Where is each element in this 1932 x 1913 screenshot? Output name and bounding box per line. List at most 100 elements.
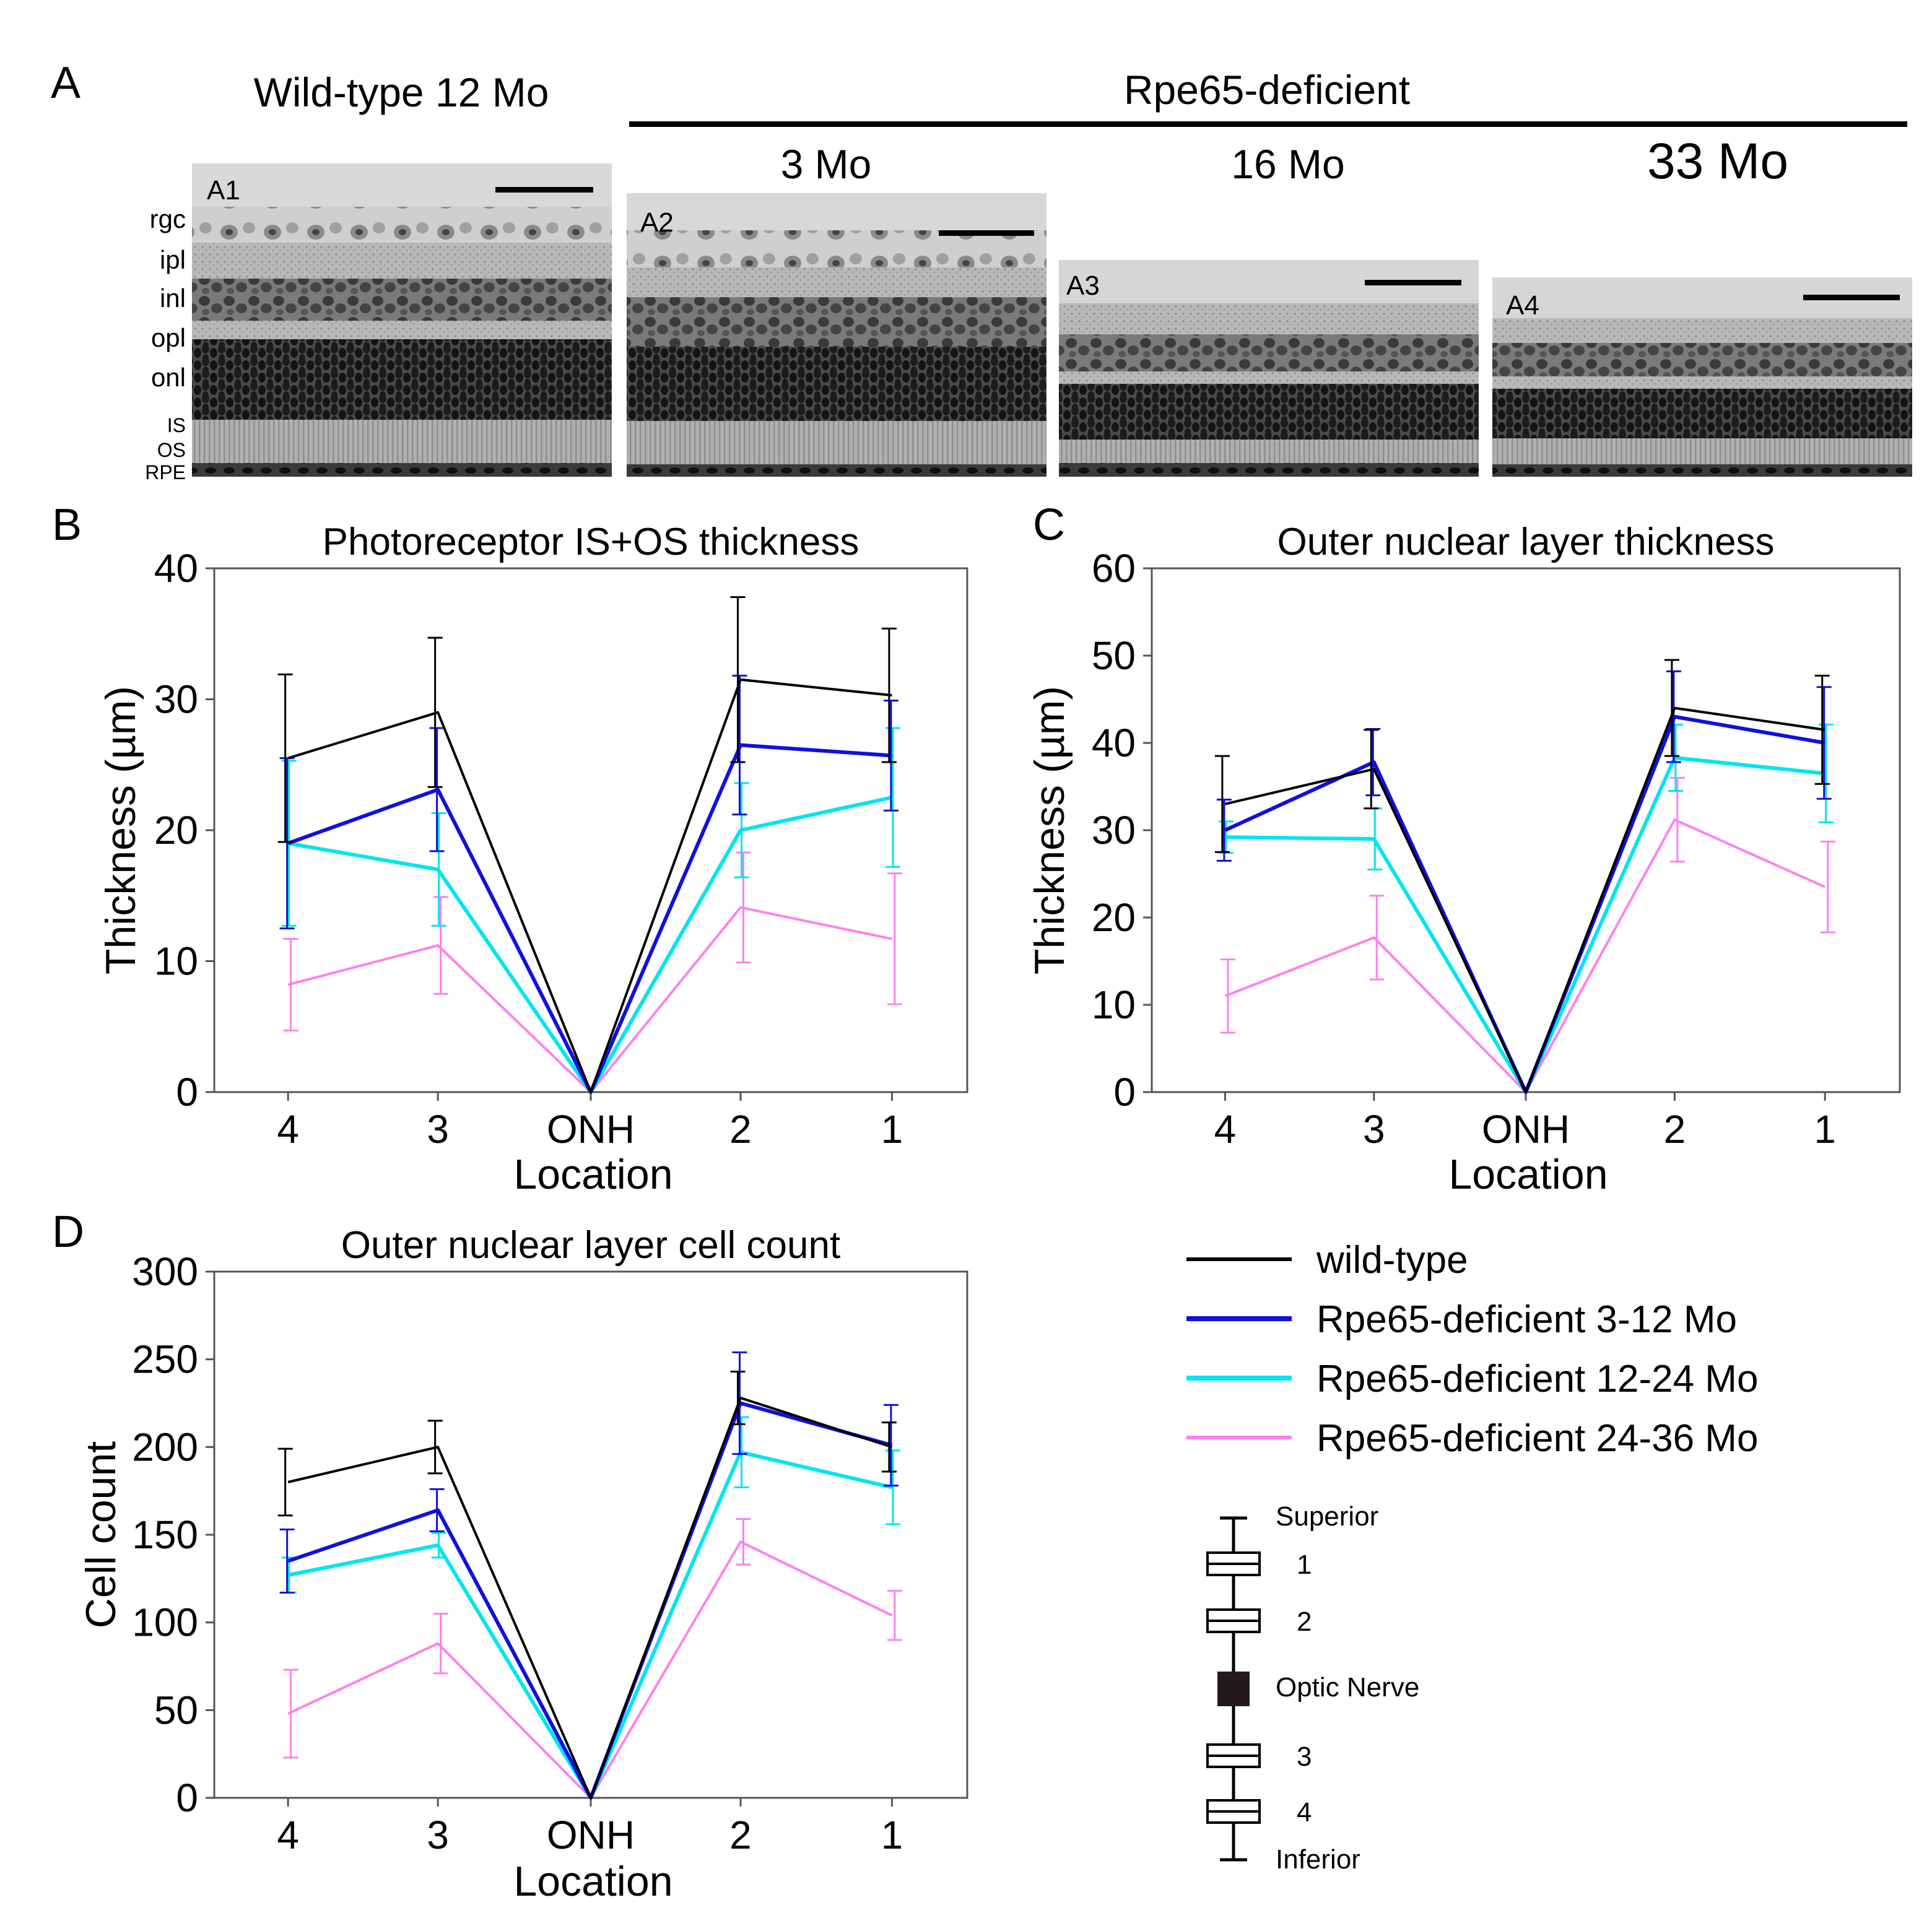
series-rpe-12-24 — [281, 727, 900, 1094]
layer-label-os: OS — [157, 439, 186, 461]
x-axis-label: Location — [513, 1151, 672, 1198]
micrograph-label-a3: A3 — [1066, 271, 1100, 301]
chart-title: Outer nuclear layer thickness — [1277, 521, 1775, 563]
series-line — [287, 678, 892, 1093]
series-line — [287, 1540, 893, 1799]
y-tick-label: 250 — [132, 1337, 198, 1382]
layer-label-rgc: rgc — [150, 204, 186, 233]
y-tick-label: 30 — [154, 677, 198, 722]
series-wild-type — [1214, 659, 1830, 1093]
series-line — [287, 906, 892, 1093]
plot-frame — [213, 1270, 968, 1799]
layer-label-onl: onl — [151, 363, 186, 392]
y-tick-label: 30 — [1092, 808, 1136, 852]
chart-panel-c: C Outer nuclear layer thickness 0 10 20 30 40 5… — [1026, 500, 1901, 1198]
micrograph-a1: A1 — [192, 163, 612, 477]
scale-bar — [939, 230, 1034, 236]
legend-label-rpe-3-12: Rpe65-deficient 3-12 Mo — [1316, 1298, 1737, 1341]
x-tick-label: 4 — [277, 1107, 299, 1152]
x-axis-label: Location — [1448, 1151, 1608, 1198]
diagram-label-4: 4 — [1297, 1797, 1312, 1828]
chart-title: Photoreceptor IS+OS thickness — [323, 521, 859, 563]
series-line — [287, 1401, 893, 1800]
diagram-label-optic-nerve: Optic Nerve — [1276, 1672, 1419, 1703]
y-axis-label: Thickness (µm) — [97, 686, 144, 974]
y-tick-label: 100 — [132, 1600, 198, 1645]
x-tick-label: 2 — [1664, 1107, 1686, 1152]
rpe65-header-bar — [629, 121, 1907, 127]
x-tick-label: 3 — [427, 1107, 449, 1152]
scale-bar — [1803, 295, 1900, 300]
legend: wild-type Rpe65-deficient 3-12 Mo Rpe65-… — [1186, 1239, 1758, 1460]
optic-nerve-marker — [1217, 1672, 1250, 1706]
series-rpe-24-36 — [283, 851, 902, 1093]
series-rpe-12-24 — [281, 1416, 900, 1800]
x-tick-label: 4 — [1214, 1107, 1237, 1152]
legend-label-rpe-24-36: Rpe65-deficient 24-36 Mo — [1316, 1417, 1758, 1460]
x-tick-label: ONH — [547, 1813, 635, 1857]
panel-a: A Wild-type 12 Mo Rpe65-deficient 3 Mo 1… — [51, 58, 1912, 484]
x-tick-label: 1 — [881, 1813, 903, 1857]
rpe65-deficient-header: Rpe65-deficient — [1124, 67, 1410, 113]
layer-label-ipl: ipl — [160, 245, 186, 274]
plot-frame — [1151, 567, 1901, 1093]
y-axis-label: Cell count — [77, 1441, 124, 1628]
series-wild-type — [277, 596, 897, 1093]
series-wild-type — [277, 1371, 897, 1799]
chart-title: Outer nuclear layer cell count — [341, 1224, 840, 1267]
series-rpe-3-12 — [1216, 670, 1832, 1094]
legend-label-rpe-12-24: Rpe65-deficient 12-24 Mo — [1316, 1358, 1758, 1400]
y-tick-label: 50 — [154, 1688, 198, 1732]
y-tick-label: 50 — [1092, 633, 1136, 678]
x-tick-label: ONH — [547, 1107, 635, 1152]
diagram-label-inferior: Inferior — [1276, 1844, 1360, 1875]
y-tick-label: 40 — [154, 546, 198, 591]
x-tick-label: 2 — [729, 1813, 752, 1857]
panel-letter: B — [52, 500, 82, 550]
panel-a-letter: A — [51, 58, 80, 108]
series-rpe-24-36 — [283, 1518, 902, 1799]
y-tick-label: 200 — [132, 1425, 198, 1469]
layer-label-opl: opl — [151, 323, 186, 352]
y-tick-label: 20 — [1092, 895, 1136, 940]
chart-panel-b: B Photoreceptor IS+OS thickness 0 10 20 30 40 4… — [52, 500, 968, 1198]
series-rpe-24-36 — [1220, 776, 1835, 1093]
scale-bar — [495, 187, 593, 193]
location-diagram: Superior 1 2 Optic Nerve 3 4 Inferior — [1206, 1501, 1419, 1875]
micrograph-a4: A4 — [1492, 277, 1912, 477]
series-line — [1225, 755, 1825, 1094]
micrograph-a2: A2 — [627, 193, 1046, 477]
micrograph-a3: A3 — [1059, 260, 1479, 477]
x-tick-label: 3 — [427, 1813, 449, 1857]
x-tick-label: ONH — [1482, 1107, 1570, 1152]
micrograph-label-a4: A4 — [1506, 290, 1539, 321]
diagram-label-3: 3 — [1297, 1742, 1312, 1772]
y-axis-label: Thickness (µm) — [1026, 686, 1073, 974]
panel-letter: D — [52, 1207, 84, 1257]
y-tick-label: 60 — [1092, 546, 1136, 591]
y-tick-label: 0 — [1113, 1070, 1136, 1114]
series-line — [287, 743, 892, 1094]
y-tick-label: 10 — [1092, 983, 1136, 1027]
series-line — [1224, 818, 1826, 1093]
series-rpe-3-12 — [279, 674, 899, 1094]
age-header-3mo: 3 Mo — [781, 141, 872, 187]
diagram-label-1: 1 — [1297, 1550, 1312, 1580]
diagram-label-2: 2 — [1297, 1607, 1312, 1637]
micrograph-label-a1: A1 — [207, 175, 240, 206]
x-tick-label: 1 — [881, 1107, 903, 1152]
diagram-label-superior: Superior — [1276, 1501, 1378, 1532]
series-line — [287, 1397, 893, 1799]
y-tick-label: 150 — [132, 1512, 198, 1557]
y-tick-label: 10 — [154, 939, 198, 984]
y-tick-label: 20 — [154, 808, 198, 852]
panel-letter: C — [1033, 500, 1065, 550]
series-line — [1224, 714, 1825, 1094]
micrograph-label-a2: A2 — [640, 207, 674, 238]
x-tick-label: 4 — [277, 1813, 299, 1857]
y-tick-label: 0 — [176, 1070, 198, 1114]
series-line — [287, 796, 893, 1094]
series-rpe-12-24 — [1218, 723, 1834, 1094]
series-line — [287, 1450, 893, 1800]
scale-bar — [1365, 280, 1461, 285]
